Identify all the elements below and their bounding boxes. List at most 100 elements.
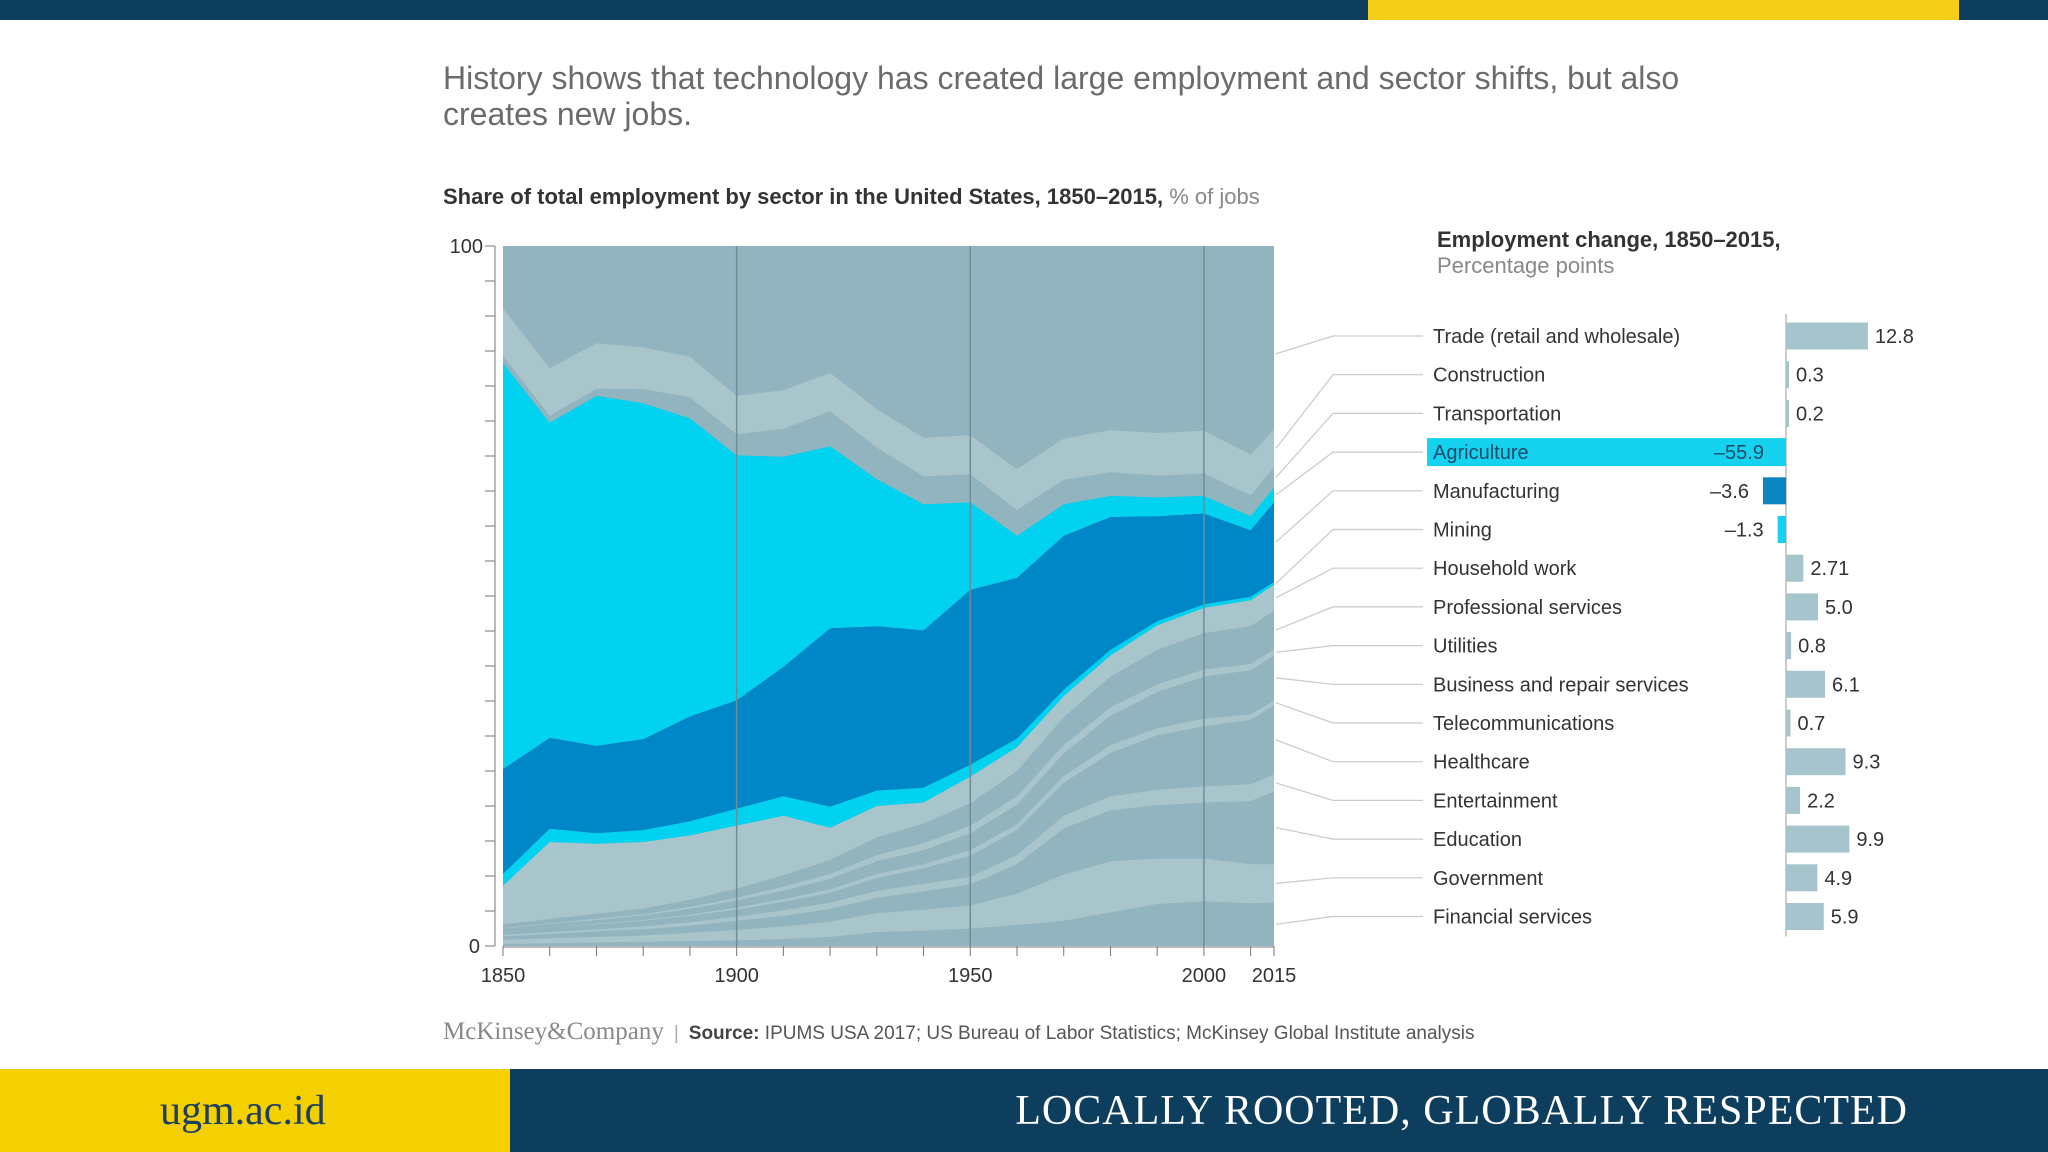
bottom-bar: ugm.ac.id LOCALLY ROOTED, GLOBALLY RESPE… [0, 1069, 2048, 1152]
area-layer-education [503, 791, 1274, 940]
bar-construction [1786, 361, 1789, 389]
bar-trade-retail-and-wholesale [1786, 322, 1868, 350]
bar-transportation [1786, 399, 1789, 427]
footer-separator: | [673, 1023, 679, 1044]
bar-value-utilities: 0.8 [1798, 636, 1826, 658]
x-tick-label-2000: 2000 [1182, 965, 1227, 987]
area-layer-agriculture [503, 362, 1274, 769]
bar-utilities [1786, 632, 1792, 660]
leader-line-manufacturing [1275, 490, 1423, 543]
bar-value-government: 4.9 [1824, 868, 1852, 890]
bar-value-education: 9.9 [1856, 829, 1884, 851]
area-layer-professional-services [503, 610, 1274, 928]
bar-value-business-and-repair-services: 6.1 [1832, 674, 1860, 696]
bar-telecommunications [1786, 709, 1791, 737]
top-accent-bar [0, 0, 2048, 20]
bar-value-household-work: 2.71 [1810, 558, 1849, 580]
motto-text: LOCALLY ROOTED, GLOBALLY RESPECTED [1015, 1088, 1908, 1134]
area-layer-financial-services [503, 901, 1274, 946]
area-layer-trade-retail-and-wholesale [503, 246, 1274, 470]
mckinsey-logo: McKinsey&Company [443, 1018, 664, 1045]
leader-line-transportation [1275, 412, 1423, 478]
area-chart-unit: % of jobs [1169, 184, 1260, 209]
bar-education [1786, 825, 1850, 853]
slide-headline: History shows that technology has create… [443, 60, 1680, 132]
bar-value-manufacturing: –3.6 [1710, 481, 1749, 503]
x-tick-label-1850: 1850 [481, 965, 526, 987]
x-tick-label-1900: 1900 [714, 965, 759, 987]
bar-label-utilities: Utilities [1433, 636, 1497, 658]
area-chart: 0 100 1850 1900 1950 2000 2015 [450, 236, 1297, 987]
leader-line-entertainment [1275, 782, 1423, 802]
bar-value-mining: –1.3 [1725, 520, 1764, 542]
bar-value-transportation: 0.2 [1796, 403, 1824, 425]
bar-label-healthcare: Healthcare [1433, 752, 1530, 774]
bar-value-telecommunications: 0.7 [1797, 713, 1825, 735]
bar-value-healthcare: 9.3 [1853, 752, 1881, 774]
area-layer-government [503, 858, 1274, 944]
bar-chart: Employment change, 1850–2015, Percentage… [1275, 227, 1914, 937]
bar-financial-services [1786, 903, 1824, 930]
bar-label-telecommunications: Telecommunications [1433, 713, 1614, 735]
bar-label-education: Education [1433, 829, 1522, 851]
bar-manufacturing [1762, 477, 1786, 505]
bar-professional-services [1786, 593, 1818, 621]
site-link[interactable]: ugm.ac.id [160, 1088, 326, 1134]
area-layer-healthcare [503, 705, 1274, 935]
leader-line-telecommunications [1275, 702, 1423, 724]
source-footer: McKinsey&Company | Source: IPUMS USA 2017;… [443, 1018, 1474, 1046]
bar-label-trade-retail-and-wholesale: Trade (retail and wholesale) [1433, 326, 1680, 348]
bar-label-agriculture: Agriculture [1433, 442, 1529, 464]
leader-line-business-and-repair-services [1275, 677, 1423, 685]
area-chart-title-text: Share of total employment by sector in t… [443, 184, 1164, 209]
bar-healthcare [1786, 748, 1846, 776]
bar-government [1786, 864, 1818, 892]
x-tick-label-2015: 2015 [1252, 965, 1297, 987]
source-text: IPUMS USA 2017; US Bureau of Labor Stati… [764, 1023, 1475, 1044]
bar-business-and-repair-services [1786, 670, 1826, 698]
bar-entertainment [1786, 786, 1801, 814]
leader-line-agriculture [1275, 451, 1423, 496]
bar-label-construction: Construction [1433, 365, 1545, 387]
leader-line-education [1275, 827, 1423, 840]
employment-chart: 0 100 1850 1900 1950 2000 2015 Employment chan… [450, 227, 1914, 987]
leader-line-government [1275, 877, 1423, 884]
area-layer-telecommunications [503, 700, 1274, 931]
bar-value-construction: 0.3 [1796, 365, 1824, 387]
area-layer-business-and-repair-services [503, 655, 1274, 931]
source-label: Source: [688, 1023, 760, 1044]
y-tick-label-100: 100 [450, 236, 483, 258]
top-accent-yellow [1368, 0, 1959, 20]
area-layer-household-work [503, 584, 1274, 925]
leader-line-financial-services [1275, 915, 1423, 925]
area-layer-transportation [503, 355, 1274, 536]
bottom-bar-yellow: ugm.ac.id [0, 1069, 510, 1152]
bar-label-transportation: Transportation [1433, 403, 1561, 425]
y-tick-label-0: 0 [469, 936, 480, 958]
leader-line-mining [1275, 528, 1423, 584]
bar-label-professional-services: Professional services [1433, 597, 1622, 619]
bar-label-mining: Mining [1433, 520, 1492, 542]
bar-value-entertainment: 2.2 [1807, 790, 1835, 812]
bar-value-financial-services: 5.9 [1831, 907, 1859, 929]
bar-label-entertainment: Entertainment [1433, 790, 1558, 812]
leader-line-construction [1275, 374, 1423, 449]
leader-line-trade-retail-and-wholesale [1275, 335, 1423, 355]
bar-chart-title: Employment change, 1850–2015, [1437, 227, 1781, 252]
bar-chart-unit: Percentage points [1437, 253, 1614, 278]
area-layer-entertainment [503, 774, 1274, 937]
leader-line-utilities [1275, 644, 1423, 653]
leader-line-professional-services [1275, 606, 1423, 631]
bar-value-trade-retail-and-wholesale: 12.8 [1875, 326, 1914, 348]
area-layer-manufacturing [503, 502, 1274, 874]
bar-value-agriculture: –55.9 [1714, 442, 1764, 464]
bar-household-work [1786, 554, 1804, 582]
bar-label-household-work: Household work [1433, 558, 1577, 580]
bar-mining [1777, 516, 1786, 543]
leader-line-healthcare [1275, 739, 1423, 763]
area-layer-utilities [503, 649, 1274, 929]
area-chart-title: Share of total employment by sector in t… [443, 184, 1260, 210]
bar-label-business-and-repair-services: Business and repair services [1433, 674, 1689, 696]
bar-label-manufacturing: Manufacturing [1433, 481, 1560, 503]
leader-line-household-work [1275, 567, 1423, 599]
